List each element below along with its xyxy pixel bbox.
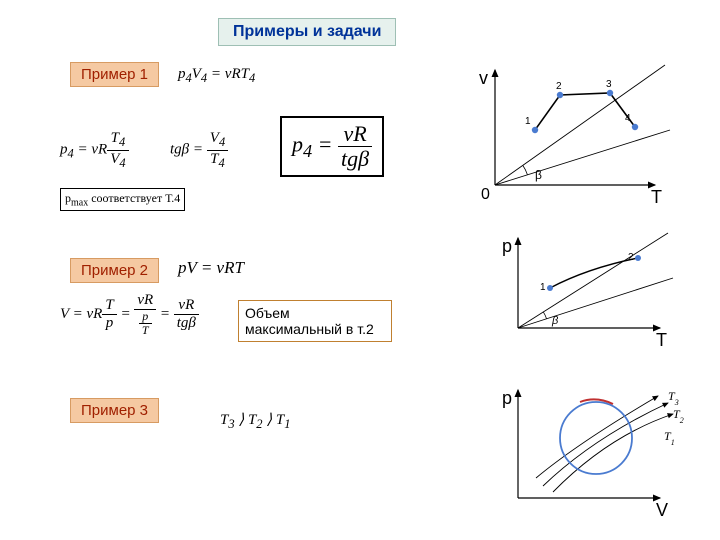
svg-text:p: p [502, 236, 512, 256]
svg-text:v: v [479, 68, 488, 88]
svg-text:T: T [651, 187, 662, 207]
svg-text:T3: T3 [668, 389, 679, 407]
formula-p4: p4 = νRT4V4 [60, 130, 129, 171]
formula-t-order: T3 ⟩ T2 ⟩ T1 [220, 410, 291, 432]
example-label: Пример 2 [81, 262, 148, 279]
svg-text:0: 0 [481, 186, 490, 203]
example-label: Пример 1 [81, 66, 148, 83]
formula-p4v4: p4V4 = νRT4 [178, 66, 255, 86]
svg-text:β: β [551, 315, 559, 327]
diagram-vt: Tv0β1234 [475, 60, 665, 200]
page-title: Примеры и задачи [218, 18, 396, 46]
svg-text:1: 1 [540, 282, 546, 293]
svg-text:3: 3 [606, 79, 612, 90]
title-text: Примеры и задачи [233, 23, 381, 40]
example-tag-1: Пример 1 [70, 62, 159, 87]
svg-text:1: 1 [525, 116, 531, 127]
formula-tgb: tgβ = V4T4 [170, 130, 228, 171]
svg-text:T1: T1 [664, 429, 675, 447]
svg-text:β: β [535, 168, 542, 182]
example-label: Пример 3 [81, 402, 148, 419]
svg-text:2: 2 [556, 81, 562, 92]
diagram-pv: VpT3T2T1 [500, 382, 710, 512]
note-max-volume: Объем максимальный в т.2 [238, 300, 392, 342]
svg-text:T: T [656, 330, 667, 350]
example-tag-2: Пример 2 [70, 258, 159, 283]
svg-text:p: p [502, 388, 512, 408]
svg-text:V: V [656, 500, 668, 520]
svg-text:4: 4 [625, 113, 631, 124]
formula-v-chain: V = νRTp = νRpT = νRtgβ [60, 292, 199, 337]
svg-text:2: 2 [628, 252, 634, 263]
diagram-pt: Tpβ12 [500, 230, 670, 340]
formula-pmax: pmax соответствует Т.4 [60, 188, 185, 211]
svg-text:T2: T2 [673, 407, 684, 425]
formula-pvnrt: pV = νRT [178, 258, 244, 278]
example-tag-3: Пример 3 [70, 398, 159, 423]
formula-p4-boxed: p4 = νRtgβ [280, 116, 384, 177]
